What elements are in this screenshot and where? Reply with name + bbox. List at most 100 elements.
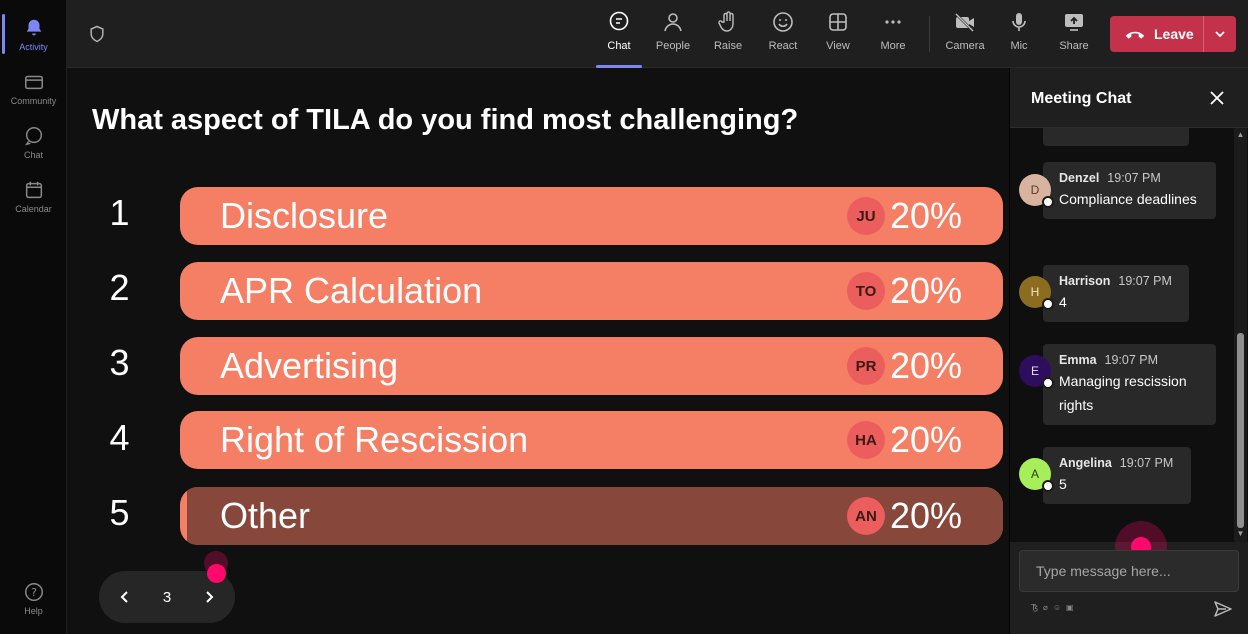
mic-button-label: Mic (1010, 40, 1028, 52)
message-input[interactable] (1020, 551, 1238, 591)
poll-option[interactable]: Right of Rescission HA 20% (180, 411, 1003, 469)
chevron-right-icon[interactable] (201, 589, 217, 605)
camera-button[interactable]: Camera (940, 10, 990, 60)
microphone-icon (1012, 13, 1026, 31)
message-author: Angelina (1059, 456, 1112, 470)
message-text: Compliance deadlines (1059, 191, 1197, 207)
option-label: APR Calculation (220, 270, 483, 311)
option-number: 4 (109, 417, 130, 458)
poll-option[interactable]: Disclosure JU 20% (180, 187, 1003, 245)
chevron-down-icon (1215, 31, 1225, 38)
option-percent: 20% (890, 419, 963, 460)
raise-hand-button[interactable]: Raise (703, 10, 753, 60)
avatar: AN (847, 497, 885, 535)
poll-question: What aspect of TILA do you find most cha… (92, 104, 799, 136)
chat-icon (24, 126, 42, 145)
community-icon (24, 75, 43, 89)
presence-dot (1042, 196, 1054, 208)
gif-icon[interactable]: ▣ (1066, 603, 1074, 612)
share-button-label: Share (1059, 40, 1089, 52)
people-button[interactable]: People (648, 10, 698, 60)
toolbar-divider (929, 16, 930, 52)
avatar: HA (847, 421, 885, 459)
share-button[interactable]: Share (1049, 10, 1099, 60)
rail-item-community[interactable]: Community (0, 62, 67, 114)
presence-dot (1042, 377, 1054, 389)
send-icon[interactable] (1213, 599, 1233, 619)
rail-label: Calendar (15, 203, 52, 214)
chat-icon (609, 11, 629, 31)
option-percent: 20% (890, 345, 963, 386)
attach-icon[interactable]: ⌀ (1043, 603, 1048, 612)
option-label: Advertising (220, 345, 399, 386)
leave-options-button[interactable] (1204, 27, 1236, 41)
avatar-initial: E (1030, 364, 1039, 378)
avatar-initial: A (1030, 467, 1039, 481)
option-number: 5 (109, 492, 130, 533)
leave-button[interactable]: Leave (1110, 16, 1236, 52)
chat-button-label: Chat (607, 40, 631, 52)
rail-label: Chat (23, 149, 43, 160)
format-icon[interactable]: Ꜩ (1031, 603, 1039, 612)
react-button-label: React (768, 40, 798, 52)
more-button[interactable]: More (868, 10, 918, 60)
rail-item-activity[interactable]: Activity (0, 8, 67, 60)
avatar-initial: H (1030, 285, 1040, 299)
raise-button-label: Raise (713, 40, 743, 52)
presence-dot (1042, 298, 1054, 310)
avatar: PR (847, 347, 885, 385)
hang-up-icon (1125, 31, 1145, 39)
poll-option[interactable]: Advertising PR 20% (180, 337, 1003, 395)
rail-item-help[interactable]: ? Help (0, 572, 67, 624)
chevron-left-icon[interactable] (117, 589, 133, 605)
react-button[interactable]: React (758, 10, 808, 60)
mic-button[interactable]: Mic (994, 10, 1044, 60)
poll-option-other[interactable]: Other AN 20% (180, 487, 1003, 545)
message-author: Harrison (1059, 274, 1111, 288)
chat-message-list[interactable]: Denzel 19:07 PM Compliance deadlines D Ha… (1010, 128, 1248, 542)
meeting-toolbar: Chat People Raise React View More Camera… (67, 0, 1248, 68)
more-button-label: More (880, 40, 906, 52)
option-number: 3 (109, 342, 130, 383)
avatar: E (1019, 355, 1054, 389)
chat-message: Angelina 19:07 PM 5 (1043, 447, 1191, 504)
chat-button[interactable]: Chat (594, 10, 644, 68)
message-compose-box[interactable] (1019, 550, 1239, 592)
scroll-down-icon[interactable]: ▼ (1236, 529, 1245, 538)
message-text: Managing rescission rights (1059, 373, 1187, 413)
camera-off-icon (955, 13, 974, 32)
avatar: JU (847, 197, 885, 235)
svg-text:?: ? (31, 586, 37, 599)
leave-main[interactable]: Leave (1110, 16, 1204, 52)
chat-scrollbar[interactable]: ▲ ▼ (1234, 128, 1247, 542)
rail-item-chat[interactable]: Chat (0, 116, 67, 168)
option-percent: 20% (890, 195, 963, 236)
cursor-indicator (207, 564, 226, 583)
message-author: Denzel (1059, 171, 1100, 185)
option-number: 1 (109, 192, 130, 233)
emoji-icon[interactable]: ☺ (1052, 603, 1062, 612)
meeting-chat-panel: Meeting Chat Denzel 19:07 PM Compliance d… (1010, 68, 1248, 634)
message-time: 19:07 PM (1118, 274, 1172, 288)
view-button-label: View (826, 40, 850, 52)
rail-label: Activity (19, 41, 48, 52)
smiley-icon (773, 12, 793, 32)
scroll-thumb[interactable] (1237, 333, 1244, 528)
close-icon[interactable] (1208, 89, 1226, 107)
avatar: A (1019, 458, 1054, 492)
poll-option[interactable]: APR Calculation TO 20% (180, 262, 1003, 320)
avatar: H (1019, 276, 1054, 310)
message-text: 4 (1059, 294, 1067, 310)
chat-message: Emma 19:07 PM Managing rescission rights (1043, 344, 1216, 425)
view-button[interactable]: View (813, 10, 863, 60)
share-screen-icon (1065, 14, 1083, 31)
message-time: 19:07 PM (1107, 171, 1161, 185)
avatar: TO (847, 272, 885, 310)
option-number: 2 (109, 267, 130, 308)
shield-icon[interactable] (87, 24, 107, 44)
scroll-up-icon[interactable]: ▲ (1236, 130, 1245, 139)
grid-icon (829, 13, 847, 31)
option-label: Other (220, 495, 311, 536)
rail-item-calendar[interactable]: Calendar (0, 170, 67, 222)
help-icon: ? (24, 582, 43, 601)
